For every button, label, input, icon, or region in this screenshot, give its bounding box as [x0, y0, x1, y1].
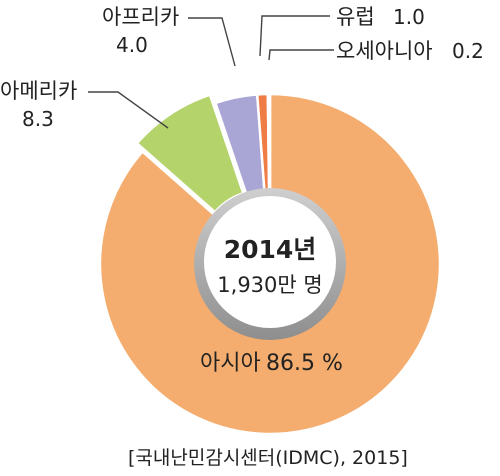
source-note: [국내난민감시센터(IDMC), 2015] [128, 447, 408, 469]
center-hole [204, 196, 336, 328]
leader-line-oceania [268, 49, 334, 61]
label-americas-name: 아메리카 [0, 79, 77, 103]
label-africa-value: 4.0 [116, 33, 148, 57]
leader-line-europe [259, 15, 330, 57]
label-asia-name: 아시아 [200, 351, 261, 376]
slice-oceania [266, 92, 272, 200]
label-europe-name: 유럽 [336, 5, 375, 29]
leader-line-africa [188, 17, 236, 67]
label-africa-name: 아프리카 [102, 5, 179, 29]
label-asia-value: 86.5 % [266, 351, 343, 376]
center-year: 2014년 [224, 235, 317, 264]
label-oceania-value: 0.2 [452, 39, 484, 63]
center-total: 1,930만 명 [217, 273, 322, 297]
label-europe-value: 1.0 [393, 5, 425, 29]
label-americas-value: 8.3 [22, 107, 54, 131]
label-oceania-name: 오세아니아 [336, 39, 433, 63]
leader-line-americas [88, 91, 169, 129]
